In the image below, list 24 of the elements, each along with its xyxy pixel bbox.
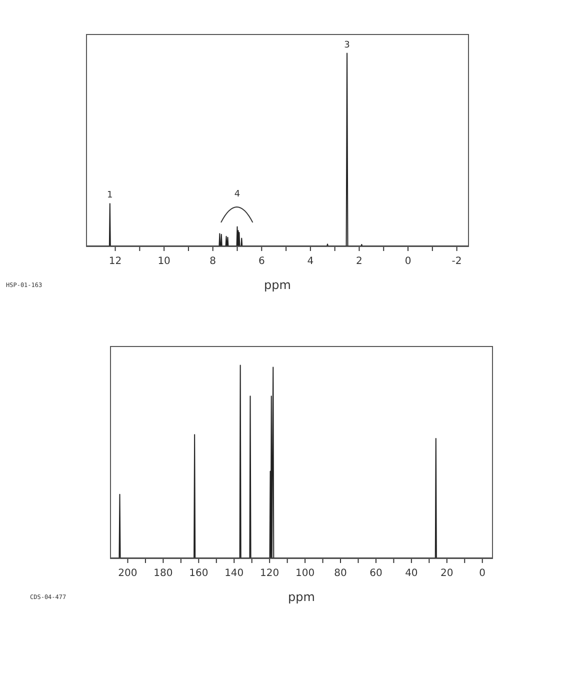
annotation: 4 xyxy=(234,190,240,200)
x-tick-label: 0 xyxy=(479,568,486,579)
annotation: 1 xyxy=(107,190,113,201)
x-tick-label: 2 xyxy=(356,256,362,267)
x-tick-label: 4 xyxy=(307,256,314,267)
x-tick-label: 20 xyxy=(440,568,454,579)
x-tick-label: 60 xyxy=(370,568,382,579)
x-tick-label: -2 xyxy=(452,256,462,267)
x-tick-label: 120 xyxy=(260,568,280,579)
x-axis-title: ppm xyxy=(287,590,316,604)
x-tick-label: 80 xyxy=(334,568,347,579)
x-tick-label: 0 xyxy=(404,256,412,267)
x-tick-label: 100 xyxy=(296,568,315,579)
x-tick-label: 160 xyxy=(189,568,208,579)
x-tick-label: 8 xyxy=(210,256,216,267)
annotation: 3 xyxy=(344,40,350,50)
x-tick-label: 10 xyxy=(158,256,170,267)
x-tick-label: 140 xyxy=(224,568,244,579)
x-tick-label: 12 xyxy=(108,256,122,267)
x-tick-label: 40 xyxy=(405,568,418,579)
x-tick-label: 200 xyxy=(118,568,138,579)
x-tick-label: 6 xyxy=(258,256,265,267)
x-tick-label: 180 xyxy=(154,568,173,579)
x-axis-title: ppm xyxy=(263,278,292,292)
